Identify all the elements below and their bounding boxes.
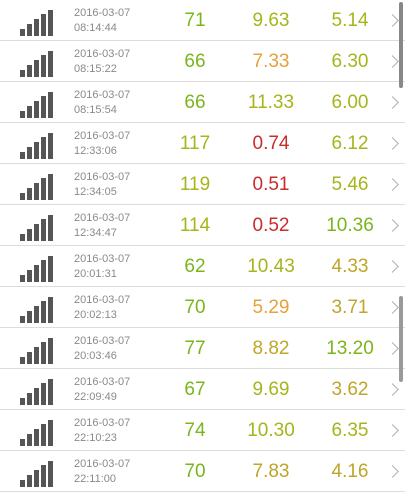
- chevron-right-icon[interactable]: [386, 55, 399, 68]
- chevron-right-icon[interactable]: [386, 178, 399, 191]
- download-value: 9.63: [252, 10, 290, 31]
- result-date: 2016-03-07: [74, 294, 131, 306]
- result-time: 08:15:54: [74, 104, 117, 116]
- signal-bars-icon: [20, 51, 54, 77]
- result-row[interactable]: 2016-03-07 20:03:46 77 8.82 13.20: [0, 328, 405, 369]
- download-value: 0.52: [252, 215, 290, 236]
- chevron-right-icon[interactable]: [386, 260, 399, 273]
- result-time: 08:14:44: [74, 22, 117, 34]
- result-date: 2016-03-07: [74, 417, 131, 429]
- ping-value: 66: [184, 92, 206, 113]
- result-date: 2016-03-07: [74, 376, 131, 388]
- signal-bars-icon: [20, 256, 54, 282]
- chevron-right-icon[interactable]: [386, 219, 399, 232]
- upload-value: 4.16: [331, 461, 369, 482]
- result-time: 20:03:46: [74, 350, 117, 362]
- chevron-right-icon[interactable]: [386, 301, 399, 314]
- result-time: 12:33:06: [74, 145, 117, 157]
- chevron-right-icon[interactable]: [386, 137, 399, 150]
- result-date: 2016-03-07: [74, 212, 131, 224]
- ping-value: 66: [184, 51, 206, 72]
- signal-bars-icon: [20, 461, 54, 487]
- result-row[interactable]: 2016-03-07 22:09:49 67 9.69 3.62: [0, 369, 405, 410]
- upload-value: 4.33: [331, 256, 369, 277]
- ping-value: 71: [184, 10, 206, 31]
- download-value: 11.33: [247, 92, 295, 113]
- download-value: 7.33: [252, 51, 290, 72]
- download-value: 0.74: [252, 133, 290, 154]
- upload-value: 13.20: [326, 338, 374, 359]
- ping-value: 62: [184, 256, 206, 277]
- signal-bars-icon: [20, 297, 54, 323]
- ping-value: 67: [184, 379, 206, 400]
- download-value: 8.82: [252, 338, 290, 359]
- ping-value: 70: [184, 297, 206, 318]
- ping-value: 77: [184, 338, 206, 359]
- upload-value: 6.35: [331, 420, 369, 441]
- result-row[interactable]: 2016-03-07 12:34:47 114 0.52 10.36: [0, 205, 405, 246]
- signal-bars-icon: [20, 338, 54, 364]
- result-date: 2016-03-07: [74, 130, 131, 142]
- signal-bars-icon: [20, 215, 54, 241]
- result-date: 2016-03-07: [74, 7, 131, 19]
- ping-value: 114: [179, 215, 211, 236]
- result-row[interactable]: 2016-03-07 20:02:13 70 5.29 3.71: [0, 287, 405, 328]
- result-time: 08:15:22: [74, 63, 117, 75]
- download-value: 10.43: [247, 256, 295, 277]
- result-date: 2016-03-07: [74, 171, 131, 183]
- download-value: 0.51: [252, 174, 290, 195]
- signal-bars-icon: [20, 10, 54, 36]
- result-time: 22:09:49: [74, 391, 117, 403]
- result-row[interactable]: 2016-03-07 20:01:31 62 10.43 4.33: [0, 246, 405, 287]
- result-row[interactable]: 2016-03-07 22:10:23 74 10.30 6.35: [0, 410, 405, 451]
- result-row[interactable]: 2016-03-07 12:33:06 117 0.74 6.12: [0, 123, 405, 164]
- signal-bars-icon: [20, 174, 54, 200]
- result-date: 2016-03-07: [74, 253, 131, 265]
- chevron-right-icon[interactable]: [386, 424, 399, 437]
- download-value: 10.30: [247, 420, 295, 441]
- result-date: 2016-03-07: [74, 335, 131, 347]
- ping-value: 119: [179, 174, 211, 195]
- result-time: 12:34:05: [74, 186, 117, 198]
- result-time: 22:11:00: [74, 473, 117, 485]
- upload-value: 6.12: [331, 133, 369, 154]
- signal-bars-icon: [20, 420, 54, 446]
- upload-value: 5.14: [331, 10, 369, 31]
- ping-value: 117: [179, 133, 211, 154]
- result-date: 2016-03-07: [74, 89, 131, 101]
- chevron-right-icon[interactable]: [386, 342, 399, 355]
- upload-value: 3.71: [331, 297, 369, 318]
- chevron-right-icon[interactable]: [386, 383, 399, 396]
- upload-value: 5.46: [331, 174, 369, 195]
- download-value: 9.69: [252, 379, 290, 400]
- ping-value: 70: [184, 461, 206, 482]
- result-time: 20:01:31: [74, 268, 117, 280]
- upload-value: 6.00: [331, 92, 369, 113]
- upload-value: 10.36: [326, 215, 374, 236]
- chevron-right-icon[interactable]: [386, 96, 399, 109]
- download-value: 5.29: [252, 297, 290, 318]
- result-time: 12:34:47: [74, 227, 117, 239]
- scrollbar-thumb-secondary[interactable]: [399, 296, 403, 382]
- result-row[interactable]: 2016-03-07 12:34:05 119 0.51 5.46: [0, 164, 405, 205]
- result-row[interactable]: 2016-03-07 08:14:44 71 9.63 5.14: [0, 0, 405, 41]
- scrollbar-thumb[interactable]: [399, 2, 403, 88]
- result-date: 2016-03-07: [74, 48, 131, 60]
- result-date: 2016-03-07: [74, 458, 131, 470]
- result-row[interactable]: 2016-03-07 08:15:54 66 11.33 6.00: [0, 82, 405, 123]
- upload-value: 3.62: [331, 379, 369, 400]
- result-row[interactable]: 2016-03-07 08:15:22 66 7.33 6.30: [0, 41, 405, 82]
- signal-bars-icon: [20, 92, 54, 118]
- signal-bars-icon: [20, 379, 54, 405]
- chevron-right-icon[interactable]: [386, 14, 399, 27]
- result-row[interactable]: 2016-03-07 22:11:00 70 7.83 4.16: [0, 451, 405, 492]
- ping-value: 74: [184, 420, 206, 441]
- signal-bars-icon: [20, 133, 54, 159]
- upload-value: 6.30: [331, 51, 369, 72]
- result-time: 22:10:23: [74, 432, 117, 444]
- chevron-right-icon[interactable]: [386, 465, 399, 478]
- result-time: 20:02:13: [74, 309, 117, 321]
- download-value: 7.83: [252, 461, 290, 482]
